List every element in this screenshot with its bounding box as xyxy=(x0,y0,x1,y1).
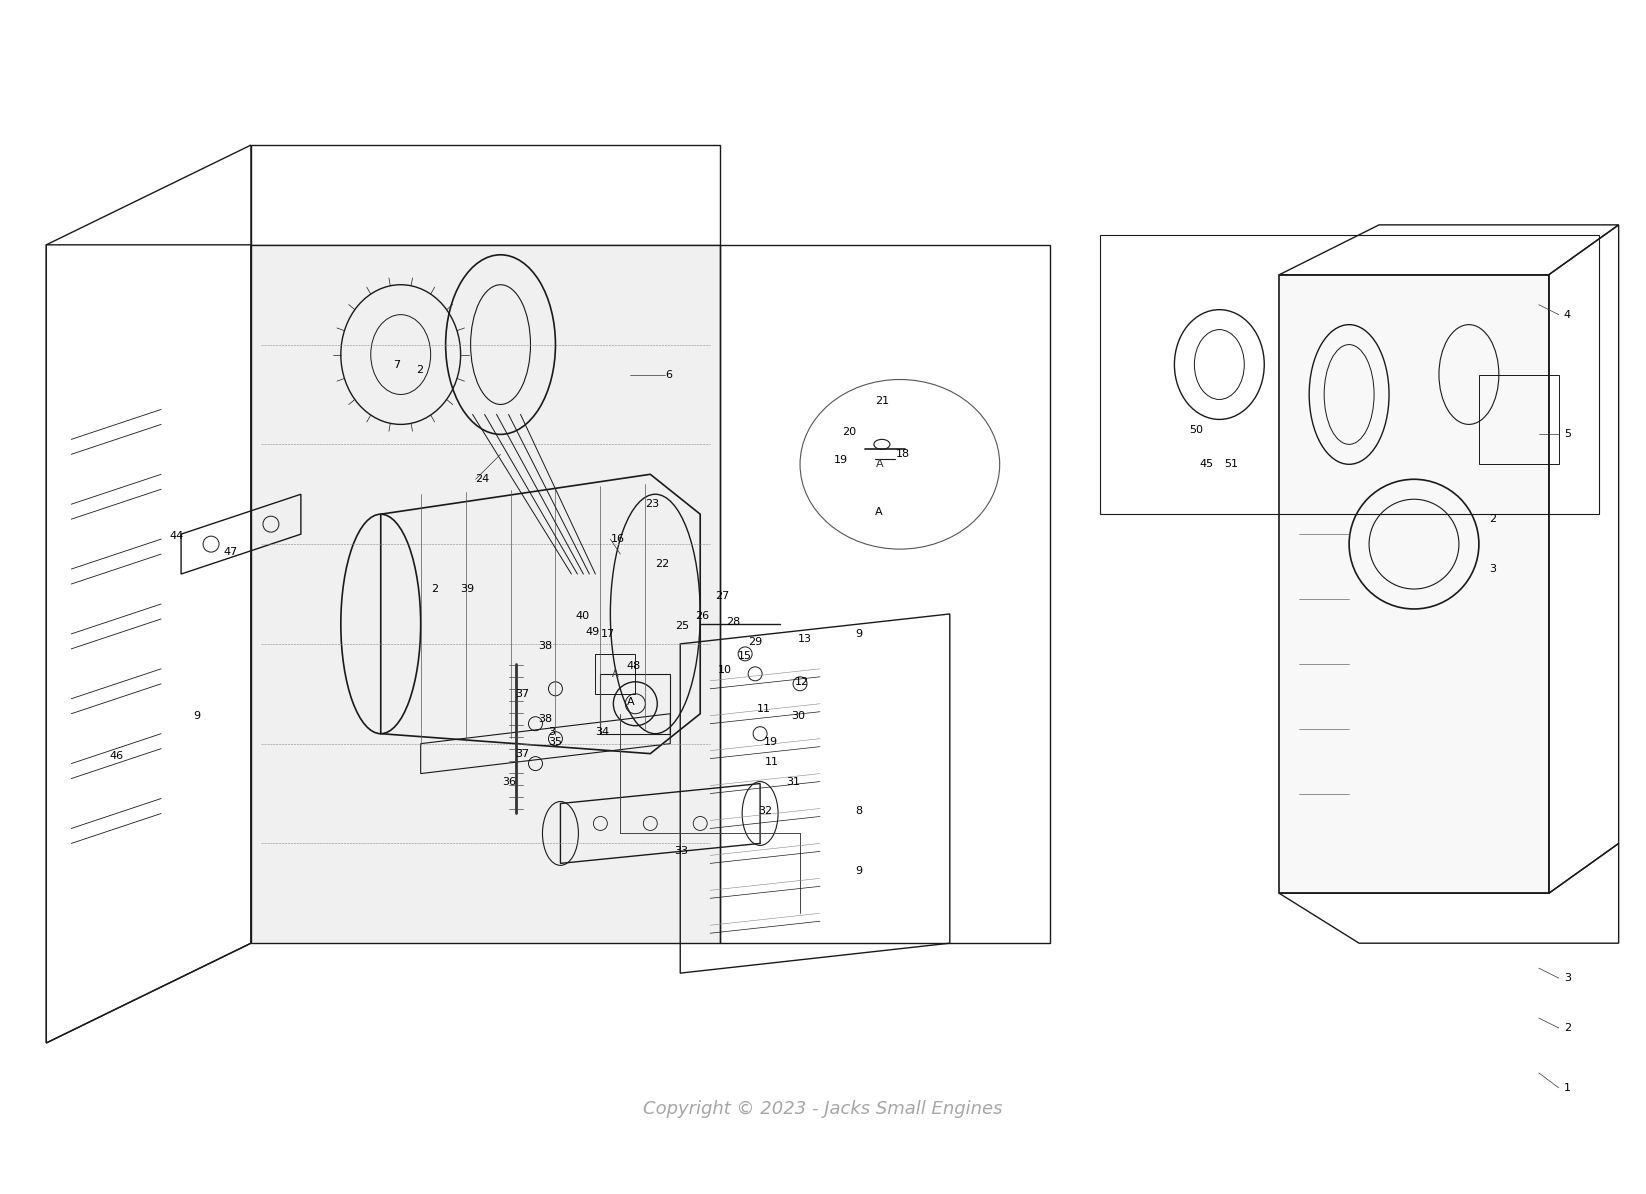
Text: 34: 34 xyxy=(596,727,609,737)
Text: 4: 4 xyxy=(1564,309,1570,320)
Text: 35: 35 xyxy=(548,737,563,746)
Polygon shape xyxy=(1279,275,1549,893)
Text: 31: 31 xyxy=(787,776,800,787)
Text: 5: 5 xyxy=(1564,430,1570,439)
Text: 17: 17 xyxy=(601,629,614,639)
Text: 40: 40 xyxy=(576,611,589,621)
Text: A: A xyxy=(627,697,635,707)
Text: A: A xyxy=(876,460,884,469)
Text: 39: 39 xyxy=(461,584,474,595)
Text: 9: 9 xyxy=(854,867,863,876)
Text: 45: 45 xyxy=(1200,460,1213,469)
Text: 2: 2 xyxy=(1564,1023,1570,1033)
Text: 18: 18 xyxy=(895,449,910,460)
Text: 25: 25 xyxy=(675,621,690,630)
Text: A: A xyxy=(612,669,619,679)
Text: 51: 51 xyxy=(1225,460,1238,469)
Text: 8: 8 xyxy=(854,806,863,817)
Text: 27: 27 xyxy=(714,591,729,601)
Text: 33: 33 xyxy=(675,847,688,856)
Text: 13: 13 xyxy=(798,634,811,644)
Text: 1: 1 xyxy=(1564,1083,1570,1093)
Text: 20: 20 xyxy=(843,427,856,437)
Text: 16: 16 xyxy=(611,534,624,544)
Text: Copyright © 2023 - Jacks Small Engines: Copyright © 2023 - Jacks Small Engines xyxy=(644,1100,1002,1119)
Text: 24: 24 xyxy=(476,474,491,485)
Text: 15: 15 xyxy=(737,651,752,660)
Text: 46: 46 xyxy=(109,751,123,761)
Text: 11: 11 xyxy=(757,703,770,714)
Text: 10: 10 xyxy=(718,665,732,675)
Text: 38: 38 xyxy=(538,714,553,724)
Text: 30: 30 xyxy=(792,710,805,721)
Text: 9: 9 xyxy=(193,710,201,721)
Text: 12: 12 xyxy=(795,677,810,687)
Text: 9: 9 xyxy=(854,629,863,639)
Text: 44: 44 xyxy=(170,531,183,541)
Text: 32: 32 xyxy=(759,806,772,817)
Text: 38: 38 xyxy=(538,641,553,651)
Text: 6: 6 xyxy=(665,369,672,380)
Text: 21: 21 xyxy=(876,396,889,406)
Text: 19: 19 xyxy=(835,455,848,466)
Text: 26: 26 xyxy=(695,611,709,621)
Text: 3: 3 xyxy=(1490,564,1496,574)
Text: 7: 7 xyxy=(393,359,400,369)
Text: 49: 49 xyxy=(586,627,599,636)
Text: 2: 2 xyxy=(431,584,438,595)
Text: 3: 3 xyxy=(1564,973,1570,983)
Text: 2: 2 xyxy=(1490,515,1496,524)
Text: 47: 47 xyxy=(222,547,237,558)
Text: A: A xyxy=(876,507,882,517)
Text: 36: 36 xyxy=(502,776,517,787)
Text: 28: 28 xyxy=(726,617,741,627)
Text: 37: 37 xyxy=(515,689,530,698)
Bar xyxy=(1100,235,1598,515)
Text: 3: 3 xyxy=(548,727,555,737)
Text: 37: 37 xyxy=(515,749,530,758)
Text: 50: 50 xyxy=(1190,425,1203,436)
Text: 2: 2 xyxy=(416,364,423,375)
Text: 48: 48 xyxy=(627,660,640,671)
Polygon shape xyxy=(250,245,721,943)
Text: 23: 23 xyxy=(645,499,660,509)
Text: 19: 19 xyxy=(764,737,779,746)
Text: 22: 22 xyxy=(655,559,670,570)
Text: 11: 11 xyxy=(765,757,779,767)
Text: 29: 29 xyxy=(749,636,762,647)
